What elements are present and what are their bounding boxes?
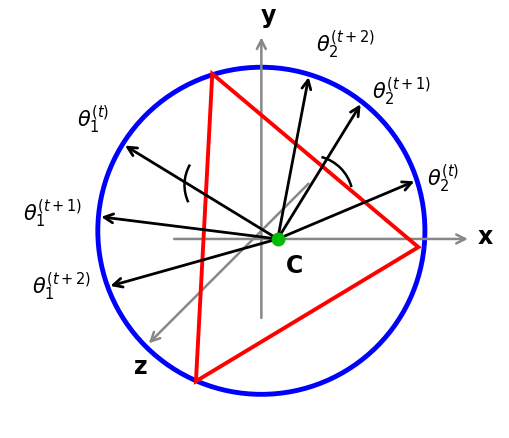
Text: $\theta_1^{(t)}$: $\theta_1^{(t)}$ bbox=[77, 103, 109, 136]
Text: $\theta_2^{(t)}$: $\theta_2^{(t)}$ bbox=[426, 162, 458, 195]
Text: z: z bbox=[133, 355, 147, 379]
Text: $\theta_2^{(t+2)}$: $\theta_2^{(t+2)}$ bbox=[315, 28, 374, 61]
Text: x: x bbox=[476, 225, 492, 249]
Text: $\theta_1^{(t+2)}$: $\theta_1^{(t+2)}$ bbox=[32, 270, 91, 303]
Text: y: y bbox=[260, 4, 275, 28]
Text: $\theta_1^{(t+1)}$: $\theta_1^{(t+1)}$ bbox=[23, 197, 82, 230]
Text: C: C bbox=[286, 254, 302, 278]
Text: $\theta_2^{(t+1)}$: $\theta_2^{(t+1)}$ bbox=[371, 76, 431, 109]
